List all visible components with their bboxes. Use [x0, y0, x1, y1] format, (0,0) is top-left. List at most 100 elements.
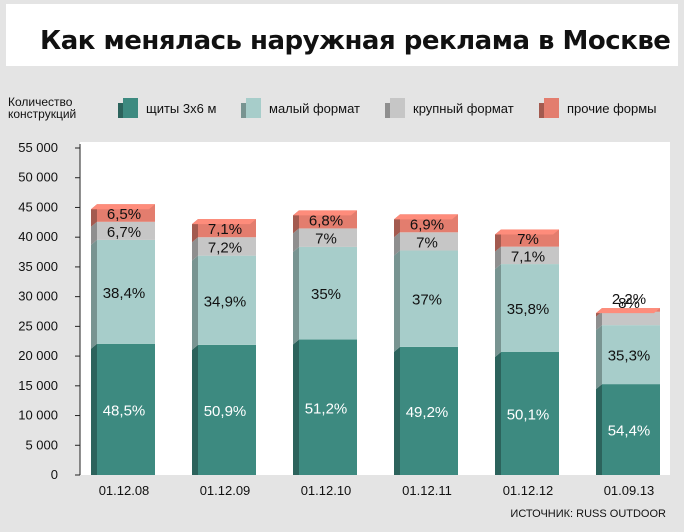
x-category-label: 01.12.11 [402, 483, 452, 498]
bar-label-other: 6,5% [107, 206, 141, 223]
bar-label-other: 7% [517, 231, 539, 248]
bar-top-other [394, 214, 458, 220]
y-axis-label-line-2: конструкций [8, 107, 77, 121]
bar-side-large [394, 232, 400, 256]
bar-segment-large [198, 237, 256, 256]
source-note: ИСТОЧНИК: RUSS OUTDOOR [510, 508, 666, 520]
bar-side-billboards [394, 346, 400, 475]
bar-side-billboards [596, 384, 602, 475]
legend-label-large: крупный формат [413, 101, 514, 116]
y-tick-label: 20 000 [18, 348, 58, 363]
x-category-label: 01.12.08 [99, 483, 150, 498]
plot-area [80, 142, 670, 475]
legend-label-billboards: щиты 3х6 м [146, 101, 217, 116]
bar-segment-billboards [501, 351, 559, 475]
bar-label-large: 7% [416, 234, 438, 251]
bar-side-billboards [91, 343, 97, 475]
bar-segment-large [602, 311, 660, 326]
bar-side-small [192, 255, 198, 350]
bar-segment-small [501, 264, 559, 352]
bar-label-billboards: 54,4% [608, 423, 651, 440]
bar-segment-billboards [198, 344, 256, 475]
bar-top-other [192, 219, 256, 225]
bar-side-large [596, 311, 602, 331]
bar-segment-billboards [299, 339, 357, 475]
bar-segment-large [97, 221, 155, 240]
bar-side-large [495, 246, 501, 270]
legend-swatch-small [241, 98, 261, 118]
bar-side-other [192, 219, 198, 243]
y-tick-label: 25 000 [18, 318, 58, 333]
y-tick-label: 40 000 [18, 229, 58, 244]
bar-segment-billboards [602, 384, 660, 475]
bar-side-small [91, 239, 97, 349]
bar-side-billboards [192, 344, 198, 475]
y-tick-label: 50 000 [18, 170, 58, 185]
legend-swatch-large [385, 98, 405, 118]
legend-label-other: прочие формы [567, 101, 657, 116]
bar-side-other [394, 214, 400, 238]
bar-top-other [495, 229, 559, 235]
bar-side-small [394, 250, 400, 352]
bar-label-other: 6,8% [309, 212, 343, 229]
bar-segment-small [299, 246, 357, 340]
legend-label-small: малый формат [269, 101, 360, 116]
bar-label-large: 7,2% [208, 239, 242, 256]
bar-label-billboards: 51,2% [305, 400, 348, 417]
bar-label-other: 2,2% [612, 291, 646, 308]
legend-swatch-billboards [118, 98, 138, 118]
chart-title: Как менялась наружная реклама в Москве [40, 26, 671, 56]
bar-segment-billboards [97, 343, 155, 475]
bar-label-billboards: 50,9% [204, 403, 247, 420]
bar-label-small: 34,9% [204, 293, 247, 310]
bar-segment-small [198, 255, 256, 345]
bar-side-other [495, 229, 501, 252]
bar-segment-small [602, 325, 660, 385]
y-tick-label: 45 000 [18, 199, 58, 214]
bar-label-large: 7,1% [511, 248, 545, 265]
bar-label-billboards: 50,1% [507, 406, 550, 423]
bar-side-billboards [495, 351, 501, 475]
y-axis-label: Количество конструкций [8, 96, 76, 120]
bar-label-billboards: 48,5% [103, 402, 146, 419]
bar-side-small [596, 325, 602, 390]
bar-label-small: 35,8% [507, 301, 550, 318]
bar-segment-large [400, 232, 458, 251]
y-axis-label-line-1: Количество [8, 95, 73, 109]
bar-side-billboards [293, 339, 299, 475]
y-tick-label: 15 000 [18, 378, 58, 393]
bar-label-other: 7,1% [208, 221, 242, 238]
bar-top-other [596, 308, 660, 314]
y-tick-label: 0 [51, 467, 58, 482]
bar-side-large [192, 237, 198, 261]
bar-side-small [293, 246, 299, 345]
bar-label-large: 8% [618, 295, 640, 312]
legend-swatch-other [539, 98, 559, 118]
title-box [6, 4, 678, 66]
bar-label-small: 37% [412, 292, 442, 309]
y-tick-label: 30 000 [18, 289, 58, 304]
bar-label-billboards: 49,2% [406, 404, 449, 421]
bar-label-other: 6,9% [410, 216, 444, 233]
y-tick-label: 55 000 [18, 140, 58, 155]
bar-side-large [293, 228, 299, 252]
y-tick-label: 5 000 [25, 437, 58, 452]
x-category-label: 01.09.13 [604, 483, 655, 498]
bar-side-large [91, 221, 97, 245]
y-tick-label: 35 000 [18, 259, 58, 274]
bar-label-small: 35% [311, 286, 341, 303]
bar-label-small: 35,3% [608, 348, 651, 365]
y-tick-label: 10 000 [18, 408, 58, 423]
bar-label-large: 7% [315, 231, 337, 248]
bar-top-other [293, 210, 357, 216]
bar-label-small: 38,4% [103, 285, 146, 302]
bar-segment-large [501, 246, 559, 265]
bar-top-other [91, 204, 155, 210]
bar-side-small [495, 264, 501, 357]
x-category-label: 01.12.09 [200, 483, 251, 498]
bar-segment-small [400, 250, 458, 347]
x-category-label: 01.12.10 [301, 483, 352, 498]
bar-side-other [293, 210, 299, 234]
bar-side-other [91, 204, 97, 227]
